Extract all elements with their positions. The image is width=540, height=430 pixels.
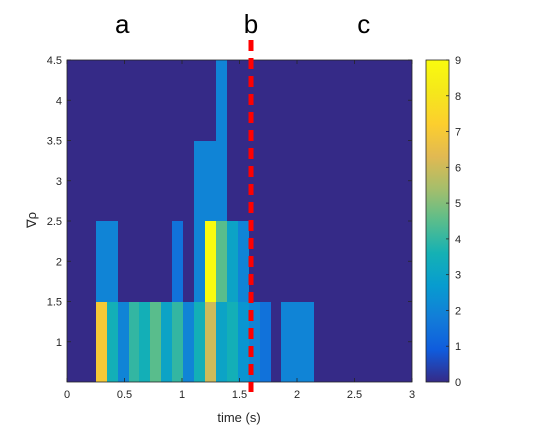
heatmap-cell <box>205 141 216 221</box>
y-tick-label: 4 <box>56 95 62 107</box>
heatmap-cell <box>172 302 183 382</box>
x-axis-label: time (s) <box>217 410 260 425</box>
heatmap-cell <box>205 302 216 382</box>
y-tick-label: 2.5 <box>47 216 62 228</box>
heatmap-cell <box>194 221 205 302</box>
colorbar-tick-label: 6 <box>455 162 461 174</box>
y-tick-label: 3 <box>56 176 62 188</box>
heatmap-cell <box>150 302 161 382</box>
heatmap-cell <box>194 141 205 221</box>
heatmap-cell <box>292 302 303 382</box>
y-tick-label: 4.5 <box>47 55 62 67</box>
x-axis-ticks: 0 0.5 1 1.5 2 2.5 3 <box>64 60 415 401</box>
x-tick-label: 2 <box>294 389 300 401</box>
colorbar-tick-label: 7 <box>455 127 461 139</box>
colorbar-tick-label: 4 <box>455 234 461 246</box>
x-tick-label: 0.5 <box>117 389 132 401</box>
colorbar-tick-label: 5 <box>455 198 461 210</box>
heatmap-cell <box>183 302 194 382</box>
colorbar-gradient <box>425 59 450 383</box>
heatmap-cell <box>216 302 227 382</box>
heatmap-cell <box>107 221 118 302</box>
heatmap-cell <box>216 141 227 221</box>
heatmap-cell <box>161 302 172 382</box>
y-tick-label: 2 <box>56 256 62 268</box>
heatmap-cell <box>96 302 107 382</box>
colorbar-tick-label: 0 <box>455 377 461 389</box>
colorbar-tick-label: 9 <box>455 55 461 67</box>
heatmap-cell <box>172 221 183 302</box>
heatmap-cell <box>107 302 118 382</box>
y-axis-label: ∇ρ <box>24 212 39 229</box>
heatmap-cell <box>249 302 260 382</box>
heatmap-cell <box>260 302 271 382</box>
colorbar-tick-label: 3 <box>455 270 461 282</box>
region-label: a <box>115 9 130 39</box>
heatmap-cell <box>139 302 150 382</box>
heatmap-cell <box>194 302 205 382</box>
heatmap-cells <box>67 60 412 382</box>
heatmap-cell <box>281 302 292 382</box>
y-tick-label: 3.5 <box>47 136 62 148</box>
y-tick-label: 1 <box>56 337 62 349</box>
region-label: c <box>357 9 370 39</box>
x-tick-label: 2.5 <box>347 389 362 401</box>
y-tick-label: 1.5 <box>47 297 62 309</box>
x-tick-label: 0 <box>64 389 70 401</box>
heatmap-cell <box>118 302 129 382</box>
colorbar: 0 1 2 3 4 5 6 7 8 9 <box>425 55 461 389</box>
x-tick-label: 1.5 <box>232 389 247 401</box>
region-label: b <box>244 9 258 39</box>
heatmap-cell <box>303 302 314 382</box>
heatmap-cell <box>238 221 249 302</box>
colorbar-tick-label: 1 <box>455 341 461 353</box>
heatmap-cell <box>238 302 249 382</box>
x-tick-label: 1 <box>179 389 185 401</box>
y-axis-ticks: 1 1.5 2 2.5 3 3.5 4 4.5 <box>47 55 412 349</box>
heatmap-cell <box>96 221 107 302</box>
heatmap-cell <box>205 221 216 302</box>
heatmap-cell <box>227 302 238 382</box>
heatmap-cell <box>216 60 227 141</box>
heatmap-cell <box>227 221 238 302</box>
colorbar-tick-label: 2 <box>455 305 461 317</box>
colorbar-tick-label: 8 <box>455 91 461 103</box>
heatmap-cell <box>129 302 139 382</box>
region-labels: a b c <box>115 9 370 39</box>
x-tick-label: 3 <box>409 389 415 401</box>
heatmap-cell <box>216 221 227 302</box>
